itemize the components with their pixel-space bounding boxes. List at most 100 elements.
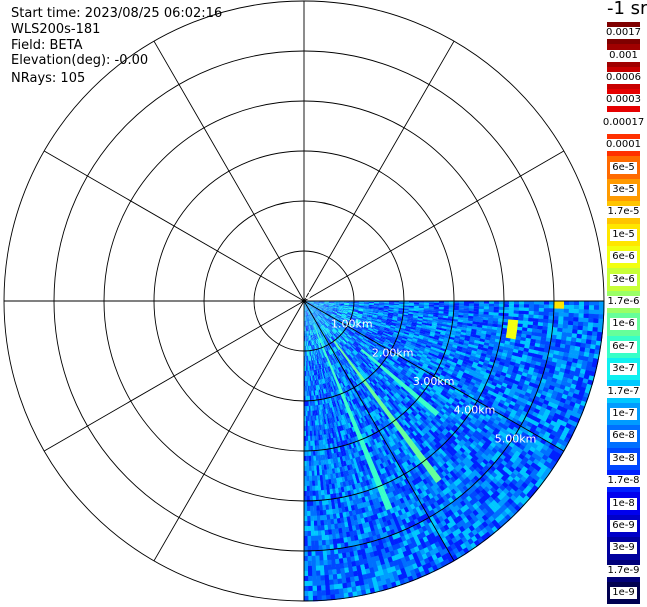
data-cell: [342, 353, 347, 359]
data-cell: [324, 314, 330, 318]
data-cell: [318, 321, 322, 327]
data-cell: [503, 421, 511, 428]
data-cell: [425, 418, 431, 425]
data-cell: [552, 323, 559, 328]
data-cell: [428, 429, 435, 436]
data-cell: [356, 346, 362, 351]
data-cell: [443, 303, 450, 306]
data-cell: [398, 333, 404, 337]
data-cell: [394, 400, 400, 406]
data-cell: [428, 363, 435, 369]
data-cell: [572, 321, 579, 326]
data-cell: [325, 314, 330, 318]
data-cell: [408, 357, 415, 363]
data-cell: [328, 325, 333, 331]
data-cell: [548, 304, 555, 309]
data-cell: [458, 341, 465, 346]
data-cell: [461, 374, 468, 380]
data-cell: [462, 360, 469, 366]
data-cell: [344, 357, 349, 363]
data-cell: [360, 319, 367, 323]
data-cell: [312, 313, 316, 318]
data-cell: [414, 441, 420, 448]
data-cell: [341, 340, 346, 346]
data-cell: [494, 373, 502, 379]
data-cell: [525, 358, 532, 364]
data-cell: [564, 344, 571, 350]
data-cell: [417, 418, 424, 425]
data-cell: [409, 366, 415, 372]
data-cell: [338, 337, 343, 342]
data-cell: [543, 421, 551, 429]
data-cell: [533, 346, 540, 352]
data-cell: [357, 336, 363, 341]
data-cell: [379, 417, 385, 424]
data-cell: [497, 324, 504, 329]
data-cell: [387, 333, 393, 338]
data-cell: [433, 384, 440, 390]
data-cell: [373, 303, 380, 305]
data-cell: [504, 301, 510, 305]
data-cell: [515, 336, 522, 341]
data-cell: [562, 356, 569, 362]
data-cell: [557, 375, 564, 381]
data-cell: [401, 438, 408, 445]
data-cell: [338, 308, 344, 311]
data-cell: [573, 371, 581, 378]
data-cell: [379, 379, 386, 385]
data-cell: [594, 301, 600, 306]
data-cell: [441, 430, 448, 437]
data-cell: [311, 307, 317, 311]
data-cell: [432, 471, 439, 478]
data-cell: [344, 337, 349, 343]
data-cell: [570, 341, 577, 347]
data-cell: [313, 302, 320, 304]
data-cell: [451, 361, 458, 367]
data-cell: [578, 372, 586, 379]
data-cell: [312, 313, 316, 319]
data-cell: [552, 327, 559, 332]
data-cell: [375, 408, 381, 415]
data-cell: [390, 382, 396, 388]
data-cell: [333, 319, 339, 323]
data-cell: [367, 377, 373, 383]
data-cell: [555, 362, 562, 368]
data-cell: [396, 349, 403, 354]
data-cell: [584, 369, 592, 376]
data-cell: [546, 333, 553, 339]
data-cell: [446, 416, 453, 423]
data-cell: [425, 346, 431, 351]
data-cell: [363, 353, 369, 359]
data-cell: [565, 365, 572, 371]
data-cell: [342, 310, 349, 313]
data-cell: [494, 408, 501, 414]
data-cell: [316, 308, 322, 313]
data-cell: [382, 390, 388, 396]
data-cell: [347, 311, 354, 313]
data-cell: [369, 388, 375, 394]
data-cell: [475, 368, 482, 374]
data-cell: [397, 403, 403, 410]
data-cell: [330, 330, 335, 335]
data-cell: [317, 322, 321, 327]
data-cell: [333, 304, 340, 306]
data-cell: [448, 464, 455, 471]
data-cell: [599, 301, 605, 306]
data-cell: [331, 329, 336, 335]
data-cell: [311, 307, 316, 312]
data-cell: [543, 348, 550, 354]
data-cell: [379, 339, 385, 343]
data-cell: [406, 428, 413, 435]
data-cell: [326, 311, 332, 314]
data-cell: [348, 348, 353, 353]
data-cell: [370, 360, 376, 365]
data-cell: [495, 332, 502, 337]
data-cell: [455, 350, 462, 355]
data-cell: [447, 343, 454, 347]
data-cell: [319, 301, 325, 303]
data-cell: [360, 382, 365, 389]
data-cell: [349, 366, 354, 372]
data-cell: [379, 325, 386, 329]
data-cell: [425, 327, 432, 331]
data-cell: [440, 332, 446, 336]
